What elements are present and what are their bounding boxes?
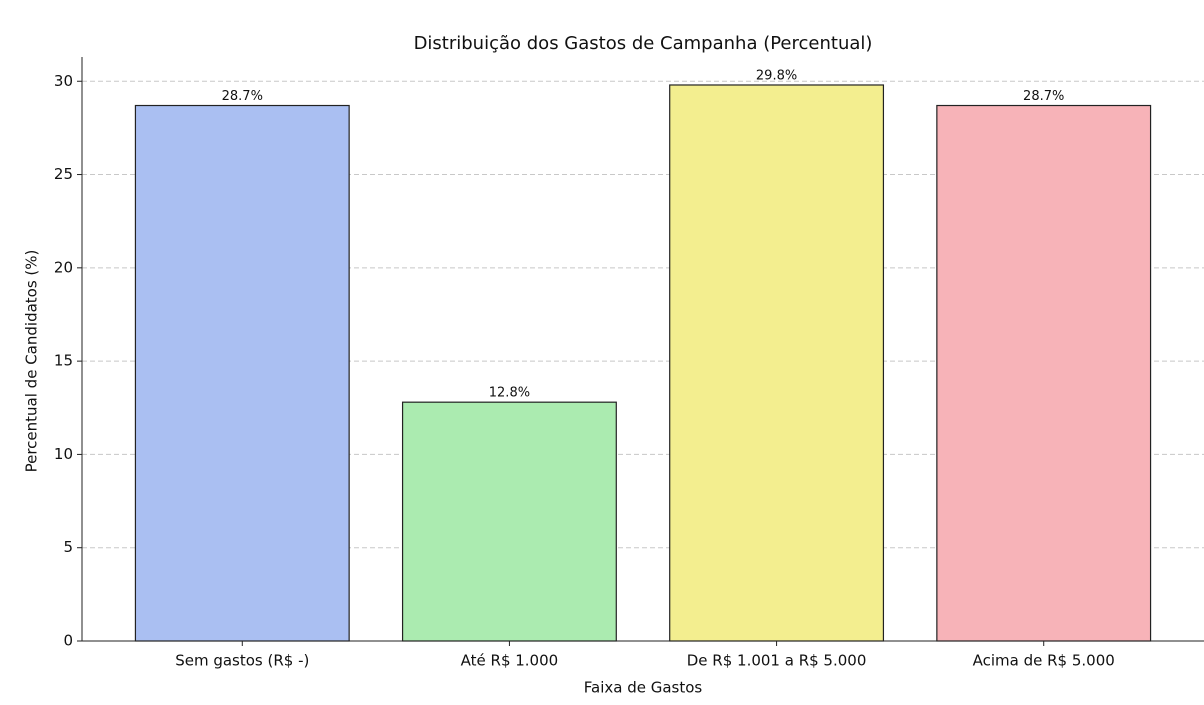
value-label: 28.7% [222, 89, 263, 104]
bar [401, 401, 617, 642]
value-label: 28.7% [1023, 89, 1064, 104]
y-tick-label: 0 [63, 632, 73, 650]
value-label: 29.8% [756, 68, 797, 83]
chart-title: Distribuição dos Gastos de Campanha (Per… [414, 33, 873, 54]
x-tick-label: Acima de R$ 5.000 [973, 652, 1115, 670]
x-tick-label: Sem gastos (R$ -) [175, 652, 309, 670]
y-tick-label: 25 [54, 165, 73, 183]
y-axis-label: Percentual de Candidatos (%) [23, 250, 41, 473]
bar [134, 104, 350, 642]
value-label: 12.8% [489, 386, 530, 401]
bar [936, 104, 1152, 642]
y-tick-label: 20 [54, 258, 73, 276]
y-tick-label: 30 [54, 72, 73, 90]
y-tick-label: 5 [63, 538, 73, 556]
y-tick-label: 15 [54, 352, 73, 370]
y-tick-label: 10 [54, 445, 73, 463]
x-axis-label: Faixa de Gastos [584, 679, 703, 697]
x-tick-label: De R$ 1.001 a R$ 5.000 [687, 652, 867, 670]
x-tick-label: Até R$ 1.000 [461, 652, 559, 670]
bar [669, 84, 885, 642]
